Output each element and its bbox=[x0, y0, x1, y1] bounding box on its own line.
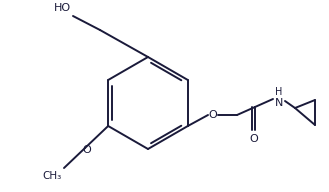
Text: N: N bbox=[275, 98, 283, 108]
Text: O: O bbox=[83, 145, 91, 155]
Text: H: H bbox=[275, 87, 283, 97]
Text: CH₃: CH₃ bbox=[43, 171, 62, 181]
Text: O: O bbox=[250, 134, 258, 144]
Text: HO: HO bbox=[54, 3, 71, 13]
Text: O: O bbox=[209, 110, 217, 120]
